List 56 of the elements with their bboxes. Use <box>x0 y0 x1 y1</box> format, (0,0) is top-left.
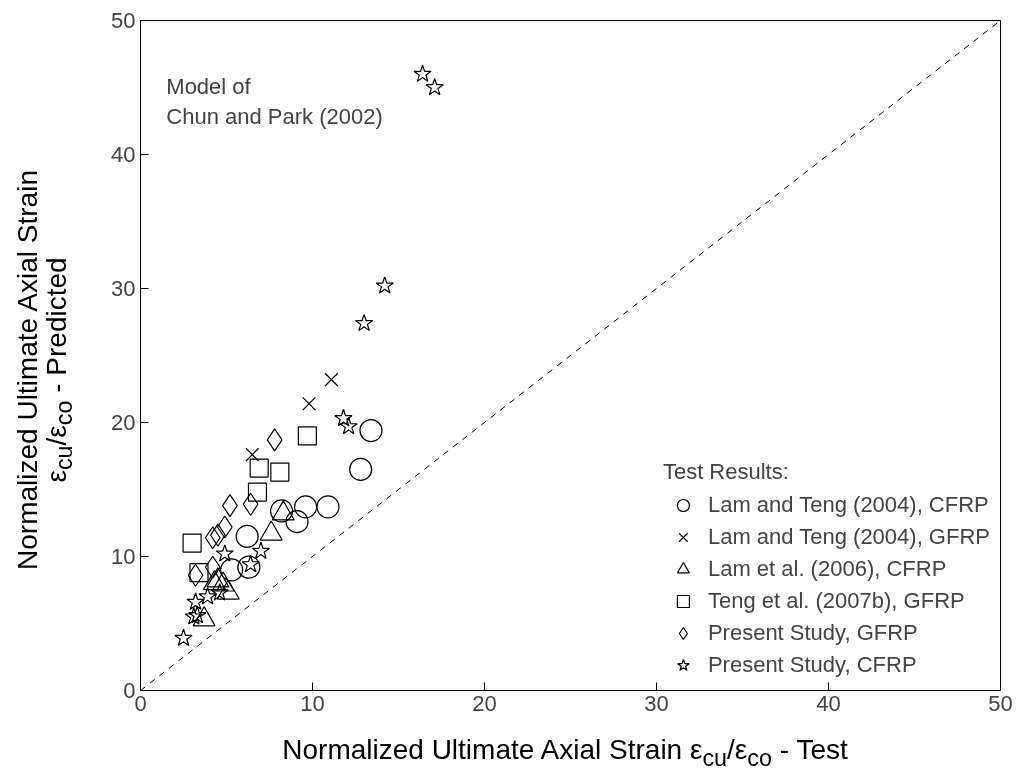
point <box>247 482 268 502</box>
legend-label: Lam and Teng (2004), GFRP <box>707 524 990 550</box>
point <box>425 77 444 96</box>
y-tick-label: 30 <box>111 276 136 301</box>
x-tick-label: 30 <box>644 690 669 716</box>
point <box>210 583 229 601</box>
point <box>237 555 261 579</box>
legend-label: Lam et al. (2006), CFRP <box>707 556 947 582</box>
point <box>198 587 217 605</box>
legend-label: Lam and Teng (2004), CFRP <box>707 492 989 518</box>
point <box>204 555 221 579</box>
point <box>209 523 226 547</box>
point <box>235 524 259 548</box>
point <box>297 426 317 446</box>
x-tick-label: 20 <box>472 690 497 716</box>
x-tick-label: 10 <box>300 690 325 716</box>
point <box>186 592 205 610</box>
point <box>216 515 233 539</box>
x-axis-title: Normalized Ultimate Axial Strain ε$_{cu}$/ε$_{co}$ - Test <box>281 734 849 771</box>
point <box>187 563 204 587</box>
point <box>266 428 283 452</box>
y-tick-label: 40 <box>111 142 136 167</box>
annotation: Model of Chun and Park (2002) <box>166 74 383 130</box>
point <box>334 408 353 427</box>
point <box>251 541 271 560</box>
point <box>242 492 259 516</box>
x-tick-label: 40 <box>816 690 841 716</box>
x-tick-label: 50 <box>988 690 1013 716</box>
point <box>204 526 221 550</box>
point <box>249 458 269 478</box>
point <box>324 372 339 387</box>
point <box>413 64 432 82</box>
point <box>354 313 374 332</box>
point <box>184 607 203 625</box>
point <box>359 418 383 443</box>
point <box>245 447 260 462</box>
point <box>270 462 290 482</box>
point <box>189 562 209 583</box>
point <box>375 276 394 294</box>
point <box>349 457 373 481</box>
point <box>285 510 309 534</box>
legend-label: Present Study, GFRP <box>707 620 918 646</box>
point <box>316 495 340 519</box>
legend-label: Teng et al. (2007b), GFRP <box>707 588 965 614</box>
point <box>302 396 317 411</box>
point <box>294 495 318 519</box>
point <box>174 628 193 647</box>
point <box>339 416 358 435</box>
legend-title: Test Results: <box>662 459 790 485</box>
legend-label: Present Study, CFRP <box>707 652 917 678</box>
y-tick-label: 20 <box>111 410 136 435</box>
point <box>215 544 234 562</box>
point <box>182 533 202 553</box>
point <box>220 558 244 582</box>
y-tick-label: 10 <box>111 544 136 569</box>
y-tick-label: 50 <box>111 8 136 33</box>
